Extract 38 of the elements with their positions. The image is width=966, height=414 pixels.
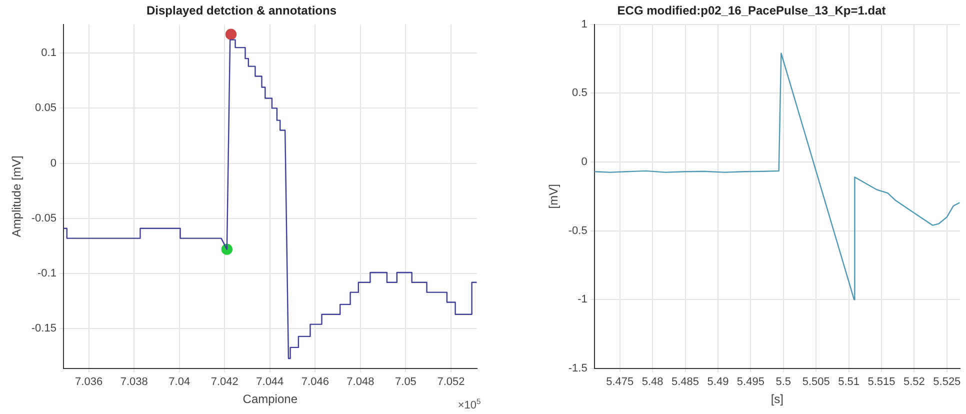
x-axis-title: [s] <box>770 392 784 406</box>
x-tick-label: 5.475 <box>606 376 634 388</box>
y-axis-title: [mV] <box>546 184 561 209</box>
x-tick-label: 7.036 <box>75 376 103 388</box>
x-tick-label: 5.49 <box>707 376 729 388</box>
x-tick-label: 5.51 <box>838 376 860 388</box>
x-axis-title: Campione <box>242 392 298 406</box>
y-tick-label: -0.05 <box>31 212 56 224</box>
x-tick-label: 5.52 <box>904 376 925 388</box>
x-tick-label: 7.05 <box>395 376 416 388</box>
x-tick-label: 7.04 <box>168 376 190 388</box>
x-tick-label: 5.505 <box>802 376 830 388</box>
y-axis-title: Amplitude [mV] <box>10 156 24 238</box>
x-tick-label: 5.5 <box>776 376 792 388</box>
y-tick-label: 1 <box>581 18 588 30</box>
y-tick-label: -0.15 <box>31 322 56 335</box>
x-tick-label: 5.495 <box>736 376 764 388</box>
chart-title: Displayed detction & annotations <box>146 4 337 18</box>
chart-title: ECG modified:p02_16_PacePulse_13_Kp=1.dat <box>617 4 886 18</box>
x-tick-label: 7.042 <box>210 376 238 388</box>
y-tick-label: 0.1 <box>41 47 56 60</box>
x-tick-label: 7.046 <box>301 376 329 388</box>
x-tick-label: 5.485 <box>672 376 700 388</box>
y-tick-label: 0.05 <box>35 102 56 114</box>
y-tick-label: -1.5 <box>568 362 588 374</box>
y-tick-label: -0.5 <box>568 224 588 237</box>
y-tick-label: -1 <box>578 294 588 306</box>
y-tick-label: 0 <box>50 157 56 170</box>
x-tick-label: 5.525 <box>933 376 961 388</box>
x-tick-label: 7.044 <box>256 376 284 388</box>
y-tick-label: 0 <box>581 156 588 168</box>
x-tick-label: 7.052 <box>437 376 465 388</box>
x-tick-label: 5.48 <box>642 376 664 388</box>
y-tick-label: 0.5 <box>572 87 588 100</box>
x-tick-label: 7.048 <box>346 376 374 388</box>
x-tick-label: 7.038 <box>120 376 148 388</box>
x-tick-label: 5.515 <box>868 376 896 388</box>
y-tick-label: -0.1 <box>38 268 56 280</box>
